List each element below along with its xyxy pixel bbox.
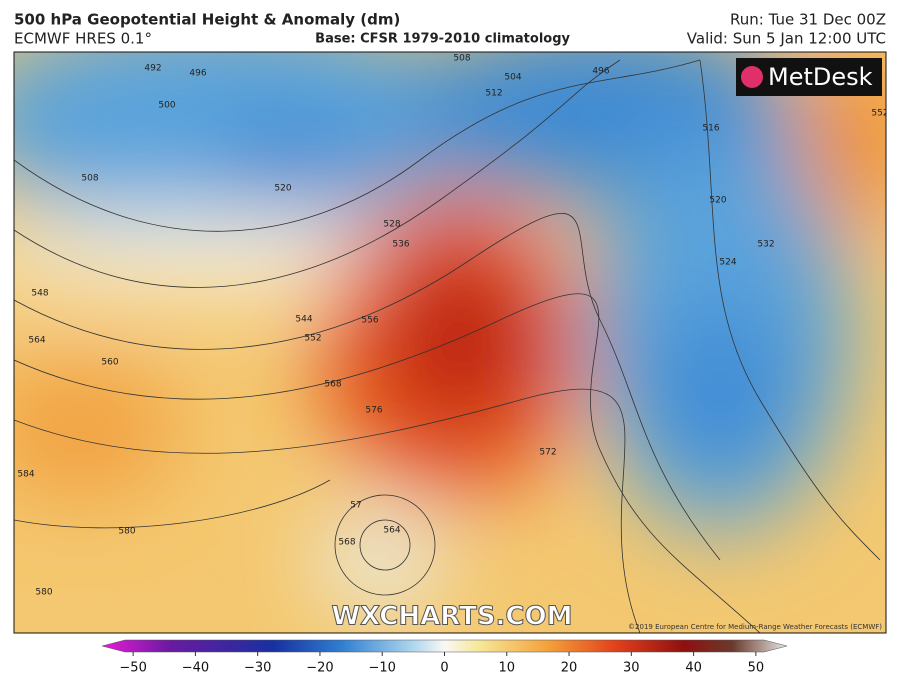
- contour-label: 584: [17, 470, 34, 480]
- colorbar-tick-label: 10: [498, 661, 515, 676]
- contour-label: 564: [28, 336, 45, 346]
- colorbar-tick-label: −20: [306, 661, 333, 676]
- contour-label: 508: [81, 174, 98, 184]
- contour-label: 552: [304, 334, 321, 344]
- title: 500 hPa Geopotential Height & Anomaly (d…: [14, 11, 400, 29]
- contour-label: 500: [158, 101, 175, 111]
- model: ECMWF HRES 0.1°: [14, 30, 152, 48]
- contour-label: 532: [757, 240, 774, 250]
- contour-label: 560: [101, 358, 118, 368]
- colorbar-tick-label: −30: [244, 661, 271, 676]
- contour-label: 564: [383, 526, 400, 536]
- colorbar-tick-label: −40: [182, 661, 209, 676]
- contour-label: 556: [361, 316, 378, 326]
- contour-label: 496: [189, 69, 206, 79]
- contour-label: 520: [709, 196, 726, 206]
- contour-label: 496: [592, 67, 609, 77]
- contour-label: 576: [365, 406, 382, 416]
- contour-label: 572: [539, 448, 556, 458]
- colorbar-tick-label: −10: [369, 661, 396, 676]
- contour-label: 548: [31, 289, 48, 299]
- contour-label: 536: [392, 240, 409, 250]
- contour-label: 492: [144, 64, 161, 74]
- contour-label: 580: [35, 588, 52, 598]
- colorbar-tick-label: 20: [561, 661, 578, 676]
- contour-label: 516: [702, 124, 719, 134]
- valid: Valid: Sun 5 Jan 12:00 UTC: [687, 30, 886, 48]
- colorbar-tick-label: 30: [623, 661, 640, 676]
- colorbar-tick-label: −50: [119, 661, 146, 676]
- contour-label: 552: [871, 109, 888, 119]
- colorbar: [101, 639, 788, 653]
- colorbar-tick-label: 0: [440, 661, 448, 676]
- contour-label: 508: [453, 54, 470, 64]
- map-frame: [13, 51, 887, 634]
- colorbar-tick-label: 40: [685, 661, 702, 676]
- contour-label: 512: [485, 89, 502, 99]
- base: Base: CFSR 1979-2010 climatology: [315, 32, 570, 47]
- contour-label: 504: [504, 73, 521, 83]
- run: Run: Tue 31 Dec 00Z: [730, 11, 886, 29]
- contour-label: 528: [383, 220, 400, 230]
- contour-label: 580: [118, 527, 135, 537]
- map: 492 496 500 508 520 528 536 544 548 552 556 560 564 5…: [14, 52, 888, 633]
- contour-label: 568: [338, 538, 355, 548]
- colorbar-tick-label: 50: [748, 661, 765, 676]
- logo: MetDesk: [768, 63, 873, 91]
- contour-label: 568: [324, 380, 341, 390]
- watermark: WXCHARTS.COM: [331, 602, 572, 632]
- contour-label: 524: [719, 258, 736, 268]
- contour-label: 520: [274, 184, 291, 194]
- contour-label: 544: [295, 315, 312, 325]
- copyright: ©2019 European Centre for Medium-Range W…: [628, 623, 882, 631]
- contour-label: 57: [350, 501, 361, 511]
